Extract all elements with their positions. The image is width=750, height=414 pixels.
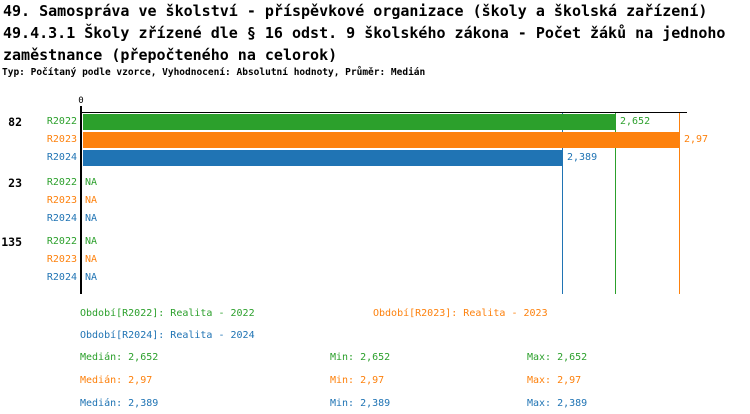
row-label-r2023: R2023: [46, 195, 77, 206]
row-label-r2022: R2022: [46, 236, 77, 247]
legend-period-r2022: Období[R2022]: Realita - 2022: [80, 308, 255, 319]
na-row-23-r2023: R2023 NA: [40, 195, 97, 207]
legend-max-r2022: Max: 2,652: [527, 352, 588, 363]
bar-value-label-r2024: 2,389: [567, 152, 598, 163]
na-value: NA: [85, 213, 98, 224]
group-label-23: 23: [8, 176, 22, 190]
legend-min-r2022: Min: 2,652: [330, 352, 391, 363]
na-row-135-r2022: R2022 NA: [40, 236, 97, 248]
row-label-r2024: R2024: [46, 272, 77, 283]
legend-median-r2022: Medián: 2,652: [80, 352, 159, 363]
legend-min-r2024: Min: 2,389: [330, 398, 391, 409]
legend-period-r2023: Období[R2023]: Realita - 2023: [373, 308, 548, 319]
bar-row-r2024: 2,389: [83, 150, 597, 166]
row-label-r2023: R2023: [46, 254, 77, 265]
group-label-135: 135: [1, 235, 22, 249]
bar-value-label-r2022: 2,652: [620, 116, 651, 127]
bar-r2024: [83, 150, 562, 166]
na-value: NA: [85, 272, 98, 283]
report-title-line2: 49.4.3.1 Školy zřízené dle § 16 odst. 9 …: [3, 24, 726, 42]
y-axis-line: [80, 106, 82, 294]
bar-row-r2023: 2,97: [83, 132, 708, 148]
na-value: NA: [85, 177, 98, 188]
row-label-r2022: R2022: [46, 116, 77, 127]
row-label-r2022: R2022: [46, 177, 77, 188]
median-line-r2022: [615, 113, 616, 294]
x-axis-origin-label: 0: [78, 96, 84, 106]
row-label-r2023: R2023: [46, 134, 77, 145]
legend-min-r2023: Min: 2,97: [330, 375, 385, 386]
na-row-135-r2023: R2023 NA: [40, 254, 97, 266]
group-label-82: 82: [8, 115, 22, 129]
na-row-23-r2022: R2022 NA: [40, 177, 97, 189]
report-meta-line: Typ: Počítaný podle vzorce, Vyhodnocení:…: [2, 67, 426, 78]
na-value: NA: [85, 236, 98, 247]
legend-period-r2024: Období[R2024]: Realita - 2024: [80, 330, 255, 341]
report-title-line1: 49. Samospráva ve školství - příspěvkové…: [3, 2, 708, 20]
row-label-r2024: R2024: [46, 152, 77, 163]
legend-max-r2024: Max: 2,389: [527, 398, 588, 409]
na-value: NA: [85, 254, 98, 265]
bar-value-label-r2023: 2,97: [684, 134, 709, 145]
legend-median-r2024: Medián: 2,389: [80, 398, 159, 409]
bar-row-r2022: 2,652: [83, 114, 650, 130]
na-row-135-r2024: R2024 NA: [40, 272, 97, 284]
na-value: NA: [85, 195, 98, 206]
na-row-23-r2024: R2024 NA: [40, 213, 97, 225]
x-axis-line: [80, 112, 687, 113]
row-label-r2024: R2024: [46, 213, 77, 224]
bar-r2023: [83, 132, 679, 148]
median-line-r2024: [562, 113, 563, 294]
legend-median-r2023: Medián: 2,97: [80, 375, 153, 386]
median-line-r2023: [679, 113, 680, 294]
report-title-line3: zaměstnance (přepočteného na celorok): [3, 46, 338, 64]
legend-max-r2023: Max: 2,97: [527, 375, 582, 386]
bar-r2022: [83, 114, 615, 130]
